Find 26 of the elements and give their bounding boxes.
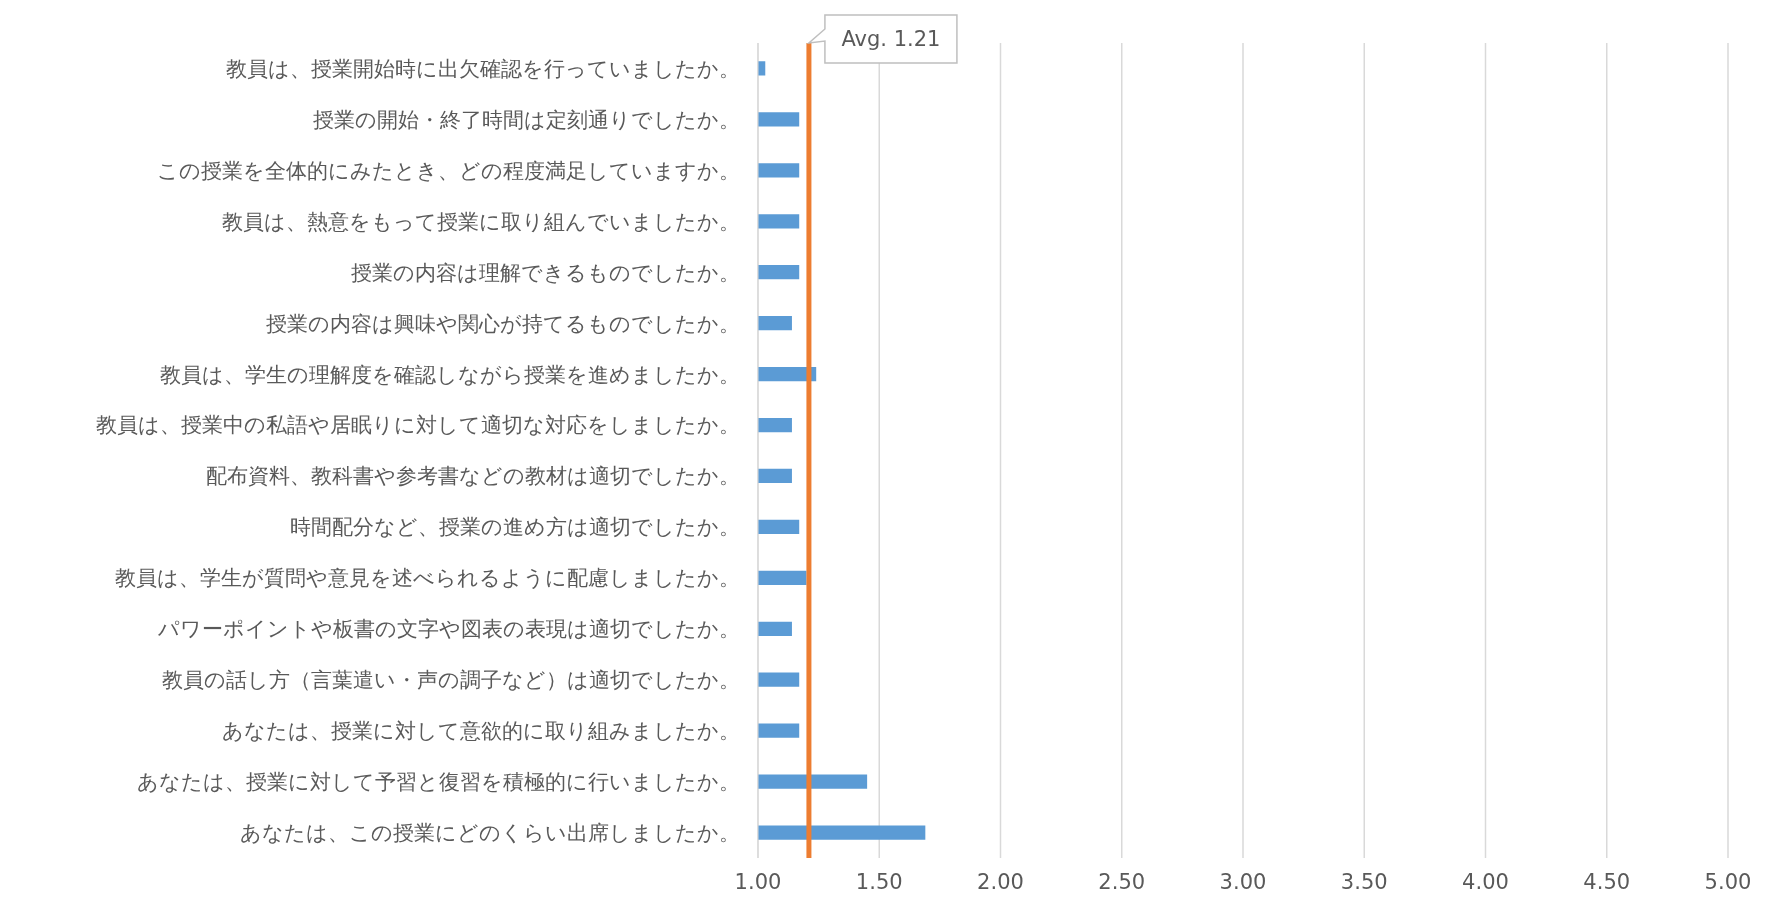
y-tick-label: あなたは、授業に対して予習と復習を積極的に行いましたか。 <box>137 770 740 795</box>
x-tick-label: 1.00 <box>734 869 782 894</box>
y-tick-label: 教員は、学生の理解度を確認しながら授業を進めましたか。 <box>160 362 740 387</box>
x-tick-label: 4.00 <box>1462 869 1509 894</box>
y-tick-label: 授業の内容は興味や関心が持てるものでしたか。 <box>266 311 740 336</box>
y-tick-label: 授業の内容は理解できるものでしたか。 <box>351 260 740 285</box>
x-tick-label: 3.50 <box>1340 869 1388 894</box>
y-tick-label: 配布資料、教科書や参考書などの教材は適切でしたか。 <box>206 464 740 489</box>
x-tick-label: 4.50 <box>1583 869 1631 894</box>
x-tick-label: 2.00 <box>977 869 1024 894</box>
y-tick-label: 授業の開始・終了時間は定刻通りでしたか。 <box>313 107 740 132</box>
y-tick-label: あなたは、この授業にどのくらい出席しましたか。 <box>240 820 740 845</box>
y-tick-label: 教員は、学生が質問や意見を述べられるように配慮しましたか。 <box>115 566 740 591</box>
ref-line-label: Avg. 1.21 <box>841 27 941 51</box>
y-tick-label: この授業を全体的にみたとき、どの程度満足していますか。 <box>157 158 740 183</box>
y-tick-label: 教員は、授業開始時に出欠確認を行っていましたか。 <box>226 56 740 81</box>
y-tick-label: パワーポイントや板書の文字や図表の表現は適切でしたか。 <box>157 617 740 642</box>
y-tick-label: 教員の話し方（言葉遣い・声の調子など）は適切でしたか。 <box>162 668 740 693</box>
x-tick-label: 2.50 <box>1098 869 1146 894</box>
x-tick-label: 5.00 <box>1704 869 1752 894</box>
x-tick-label: 3.00 <box>1219 869 1267 894</box>
y-tick-label: 教員は、熱意をもって授業に取り組んでいましたか。 <box>222 209 740 234</box>
y-tick-label: 教員は、授業中の私語や居眠りに対して適切な対応をしましたか。 <box>96 413 740 438</box>
y-tick-label: 時間配分など、授業の進め方は適切でしたか。 <box>290 515 740 540</box>
x-tick-label: 1.50 <box>855 869 903 894</box>
y-tick-label: あなたは、授業に対して意欲的に取り組みましたか。 <box>222 719 740 744</box>
